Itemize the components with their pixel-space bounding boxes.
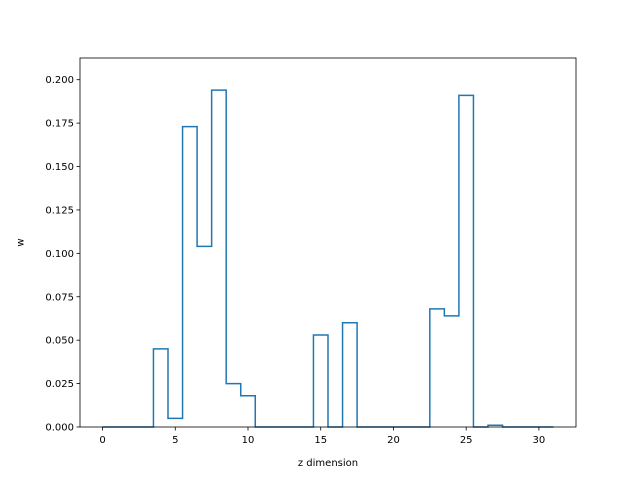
axes-frame bbox=[79, 57, 577, 428]
y-tick-label: 0.100 bbox=[45, 249, 74, 260]
x-tick-label: 15 bbox=[314, 435, 327, 446]
plot-area bbox=[79, 57, 577, 428]
x-axis-ticks: 0 5 10 15 20 25 30 bbox=[99, 427, 545, 446]
x-tick-label: 0 bbox=[99, 435, 105, 446]
y-tick-label: 0.125 bbox=[45, 205, 74, 216]
y-axis-ticks: 0.000 0.025 0.050 0.075 0.100 0.125 0.150 0.175… bbox=[45, 75, 80, 434]
x-axis-label: z dimension bbox=[298, 458, 358, 469]
x-tick-label: 10 bbox=[242, 435, 255, 446]
x-tick-label: 30 bbox=[533, 435, 546, 446]
series-line-0 bbox=[102, 89, 554, 428]
y-tick-label: 0.175 bbox=[45, 119, 74, 130]
y-tick-label: 0.150 bbox=[45, 162, 74, 173]
x-tick-label: 20 bbox=[387, 435, 400, 446]
y-tick-label: 0.000 bbox=[45, 423, 74, 434]
y-tick-label: 0.050 bbox=[45, 336, 74, 347]
y-tick-label: 0.025 bbox=[45, 379, 74, 390]
y-axis-label: w bbox=[16, 238, 27, 246]
x-tick-label: 5 bbox=[172, 435, 178, 446]
x-tick-label: 25 bbox=[460, 435, 473, 446]
y-tick-label: 0.075 bbox=[45, 292, 74, 303]
y-tick-label: 0.200 bbox=[45, 75, 74, 86]
